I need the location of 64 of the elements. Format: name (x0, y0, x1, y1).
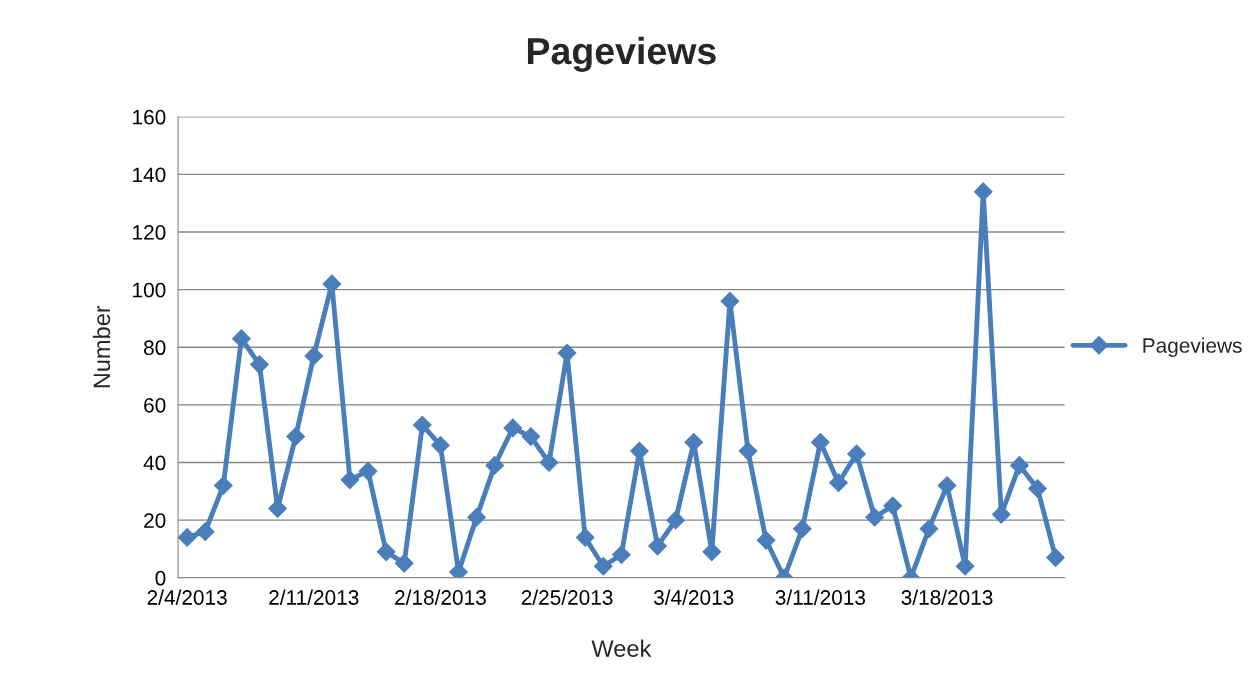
point (1046, 548, 1065, 567)
point (738, 441, 758, 461)
x-tick-label: 3/18/2013 (901, 589, 993, 605)
point (557, 343, 577, 363)
x-tick-label: 2/4/2013 (147, 589, 227, 605)
x-tick-label: 3/4/2013 (653, 589, 734, 605)
point (666, 510, 685, 530)
point (358, 461, 378, 481)
x-tick-label: 2/11/2013 (269, 589, 359, 605)
y-tick-label: 20 (144, 513, 166, 528)
y-tick-label: 140 (133, 167, 166, 183)
y-tick-label: 0 (155, 570, 166, 586)
point (467, 507, 486, 527)
legend-label: Pageviews (1143, 337, 1242, 357)
point (286, 427, 306, 446)
point (1028, 479, 1047, 498)
point (485, 456, 505, 475)
point (1010, 456, 1029, 475)
y-tick-label: 80 (144, 340, 166, 356)
y-tick-label: 120 (133, 225, 166, 240)
point (195, 522, 215, 542)
y-tick-label: 100 (133, 282, 166, 298)
point (322, 274, 342, 294)
point (250, 355, 269, 374)
y-tick-label: 40 (143, 455, 166, 471)
point (865, 507, 885, 527)
point (213, 476, 233, 495)
chart-title: Pageviews (527, 36, 716, 72)
point (883, 496, 903, 516)
point (756, 530, 776, 550)
point (340, 470, 360, 490)
point (648, 536, 667, 556)
point (937, 476, 957, 495)
point (593, 556, 613, 576)
point (394, 554, 414, 573)
x-tick-label: 2/18/2013 (395, 589, 486, 605)
point (811, 433, 830, 452)
point (829, 473, 848, 493)
point (684, 433, 704, 452)
point (376, 542, 396, 562)
point (304, 346, 324, 366)
point (991, 505, 1011, 524)
point (412, 415, 432, 435)
point (612, 545, 631, 565)
point (973, 182, 993, 202)
x-axis-title: Week (591, 639, 652, 657)
point (232, 329, 251, 348)
point (955, 556, 975, 576)
point (431, 435, 450, 455)
y-tick-label: 160 (133, 109, 166, 125)
point (720, 291, 740, 311)
y-tick-label: 60 (144, 397, 166, 413)
point (919, 519, 939, 539)
point (575, 528, 595, 547)
point (503, 418, 523, 438)
x-tick-label: 3/11/2013 (775, 589, 866, 605)
point (847, 444, 866, 464)
point (792, 519, 812, 539)
point (539, 453, 559, 472)
point (178, 528, 197, 547)
x-tick-label: 2/25/2013 (521, 589, 613, 605)
point (702, 542, 722, 562)
point (521, 427, 541, 446)
y-axis-title: Number (92, 305, 111, 388)
